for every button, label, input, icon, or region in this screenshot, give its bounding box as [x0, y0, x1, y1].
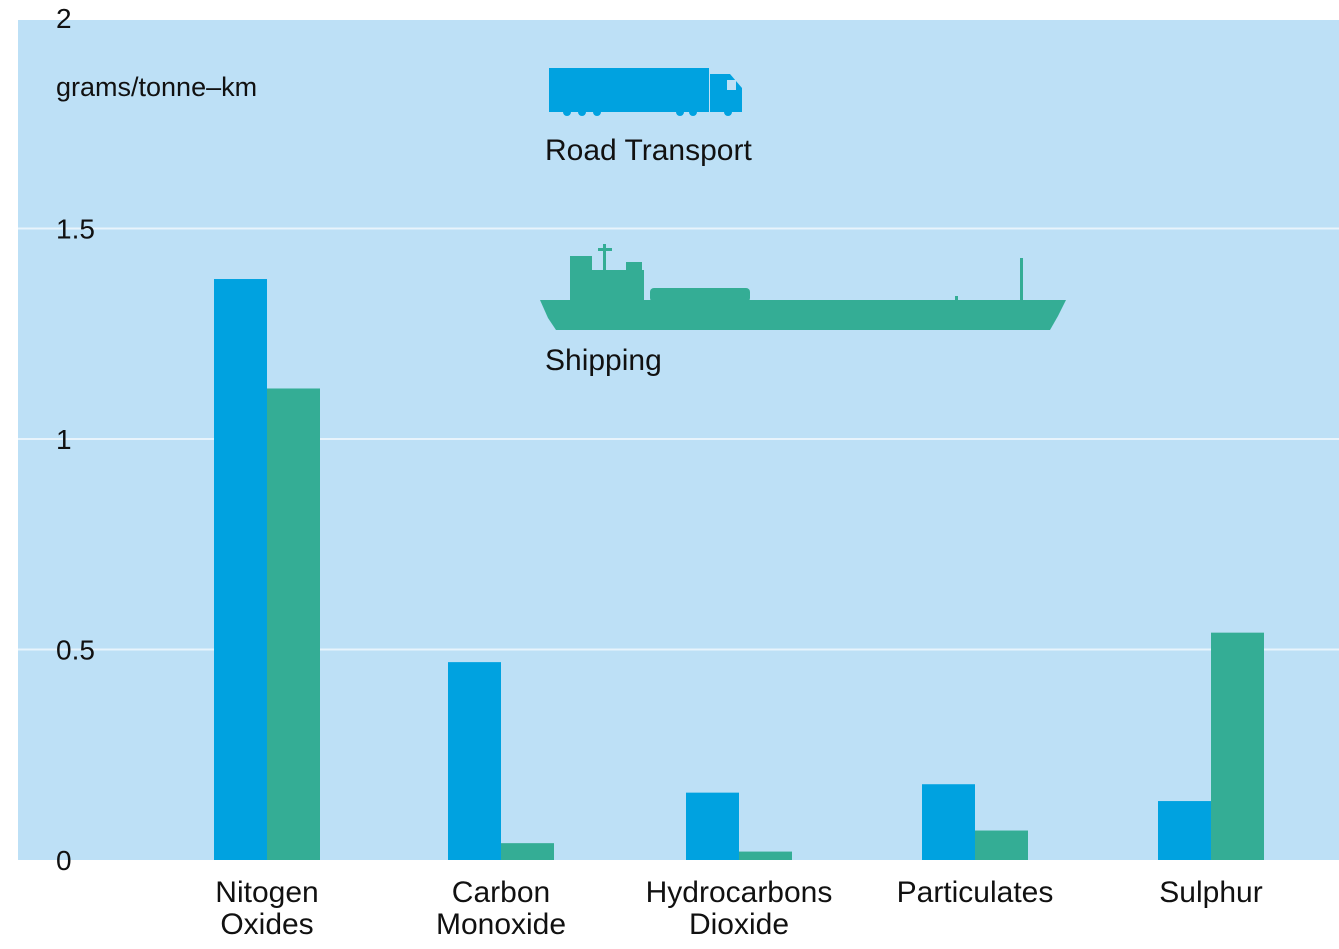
- bar-road-0: [214, 279, 267, 860]
- x-tick-label: Particulates: [897, 876, 1054, 909]
- y-tick-label: 1.5: [56, 214, 95, 245]
- legend-label-shipping: Shipping: [545, 344, 662, 377]
- bar-shipping-1: [501, 843, 554, 860]
- bar-road-2: [686, 792, 739, 860]
- bar-road-1: [448, 662, 501, 860]
- y-tick-label: 0.5: [56, 635, 95, 666]
- x-tick-label: Dioxide: [689, 908, 789, 941]
- bar-road-3: [922, 784, 975, 860]
- bar-shipping-2: [739, 851, 792, 860]
- x-tick-label: Sulphur: [1159, 876, 1262, 909]
- x-tick-label: Oxides: [220, 908, 313, 941]
- bar-shipping-4: [1211, 632, 1264, 860]
- x-tick-label: Hydrocarbons: [646, 876, 833, 909]
- legend-label-road: Road Transport: [545, 134, 752, 167]
- x-tick-label: Nitogen: [215, 876, 318, 909]
- bar-road-4: [1158, 801, 1211, 860]
- y-axis-label: grams/tonne–km: [56, 72, 257, 102]
- x-tick-label: Monoxide: [436, 908, 566, 941]
- y-axis-ticks: 0 0.5 1 1.5 2: [56, 3, 95, 876]
- bar-shipping-0: [267, 388, 320, 860]
- y-tick-label: 0: [56, 845, 72, 876]
- y-tick-label: 1: [56, 424, 72, 455]
- x-tick-label: Carbon: [452, 876, 550, 909]
- y-tick-label: 2: [56, 3, 72, 34]
- ship-icon: [540, 244, 1066, 330]
- truck-icon: [549, 68, 742, 116]
- legend: Road Transport Shipping: [540, 68, 1066, 377]
- bar-shipping-3: [975, 830, 1028, 860]
- bars: [214, 279, 1264, 860]
